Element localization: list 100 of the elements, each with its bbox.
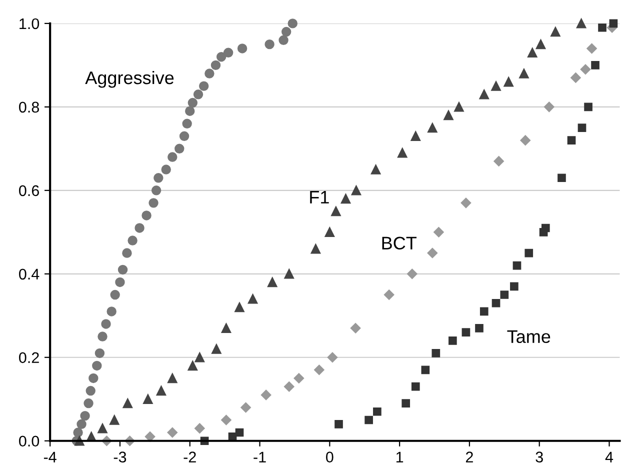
point bbox=[373, 407, 382, 416]
point bbox=[284, 381, 294, 392]
x-tick-label: -1 bbox=[254, 452, 266, 462]
point bbox=[212, 344, 222, 354]
x-tick-label: 0 bbox=[326, 452, 334, 462]
point bbox=[598, 23, 606, 32]
point bbox=[448, 336, 457, 345]
point bbox=[475, 324, 484, 332]
point bbox=[284, 269, 294, 279]
point bbox=[510, 282, 518, 291]
point bbox=[194, 423, 205, 434]
point bbox=[434, 227, 444, 238]
point bbox=[260, 390, 272, 400]
point bbox=[267, 277, 278, 288]
point bbox=[512, 261, 522, 270]
point bbox=[584, 102, 592, 112]
point bbox=[444, 110, 454, 120]
point bbox=[98, 423, 108, 434]
point bbox=[324, 227, 335, 238]
point bbox=[500, 290, 509, 299]
point bbox=[235, 428, 244, 437]
point bbox=[278, 35, 288, 46]
point bbox=[122, 398, 133, 408]
point bbox=[92, 360, 102, 371]
point bbox=[128, 236, 138, 246]
point bbox=[411, 382, 420, 391]
point bbox=[210, 60, 221, 70]
point bbox=[174, 144, 184, 154]
point bbox=[144, 432, 156, 442]
point bbox=[234, 302, 244, 312]
y-tick-label: 0.8 bbox=[19, 102, 39, 113]
point bbox=[294, 373, 304, 384]
point bbox=[216, 52, 226, 62]
point bbox=[384, 290, 394, 300]
point bbox=[462, 328, 470, 336]
x-tick-label: -3 bbox=[114, 452, 126, 462]
point bbox=[350, 323, 361, 334]
y-tick-label: 0.2 bbox=[19, 352, 39, 364]
point bbox=[520, 135, 530, 146]
point bbox=[340, 194, 351, 204]
point bbox=[101, 319, 111, 329]
point bbox=[492, 298, 500, 308]
x-tick-label: -2 bbox=[184, 452, 196, 462]
x-tick-label: -4 bbox=[44, 452, 56, 462]
series-label: Tame bbox=[507, 330, 550, 344]
point bbox=[237, 44, 248, 54]
point bbox=[188, 360, 198, 371]
point bbox=[578, 124, 586, 132]
point bbox=[73, 428, 83, 438]
point bbox=[193, 90, 204, 100]
point bbox=[221, 323, 232, 334]
point bbox=[134, 223, 144, 233]
point bbox=[364, 416, 373, 424]
point bbox=[427, 248, 438, 258]
point bbox=[398, 148, 408, 158]
point bbox=[86, 386, 96, 396]
point bbox=[221, 414, 232, 426]
point bbox=[76, 419, 86, 430]
point bbox=[541, 224, 550, 232]
point bbox=[84, 398, 94, 408]
x-tick-label: 1 bbox=[396, 452, 404, 462]
point bbox=[327, 352, 338, 362]
point bbox=[167, 427, 178, 438]
point bbox=[504, 77, 514, 87]
point bbox=[179, 131, 190, 142]
point bbox=[194, 352, 205, 362]
point bbox=[351, 186, 362, 196]
point bbox=[432, 349, 440, 358]
point bbox=[223, 48, 234, 58]
point bbox=[580, 64, 591, 74]
point bbox=[370, 164, 381, 174]
point bbox=[480, 307, 488, 316]
point bbox=[334, 420, 343, 428]
x-tick-label: 4 bbox=[605, 452, 614, 462]
point bbox=[558, 174, 566, 182]
point bbox=[421, 366, 430, 374]
point bbox=[576, 18, 586, 28]
point bbox=[248, 294, 258, 304]
point bbox=[591, 61, 600, 70]
point bbox=[80, 410, 90, 421]
x-tick-label: 2 bbox=[466, 452, 473, 462]
point bbox=[528, 48, 538, 58]
point bbox=[204, 68, 214, 78]
point bbox=[168, 152, 178, 162]
point bbox=[148, 198, 158, 208]
point bbox=[115, 277, 125, 288]
point bbox=[310, 244, 321, 254]
point bbox=[544, 102, 554, 112]
point bbox=[188, 98, 198, 108]
point bbox=[331, 206, 341, 216]
point bbox=[198, 81, 209, 91]
point bbox=[402, 399, 410, 408]
point bbox=[428, 122, 438, 133]
point bbox=[407, 268, 418, 280]
point bbox=[106, 306, 116, 316]
series-label: Aggressive bbox=[85, 70, 174, 88]
point bbox=[570, 72, 581, 83]
point bbox=[524, 248, 534, 258]
point bbox=[143, 394, 153, 404]
point bbox=[550, 26, 560, 37]
